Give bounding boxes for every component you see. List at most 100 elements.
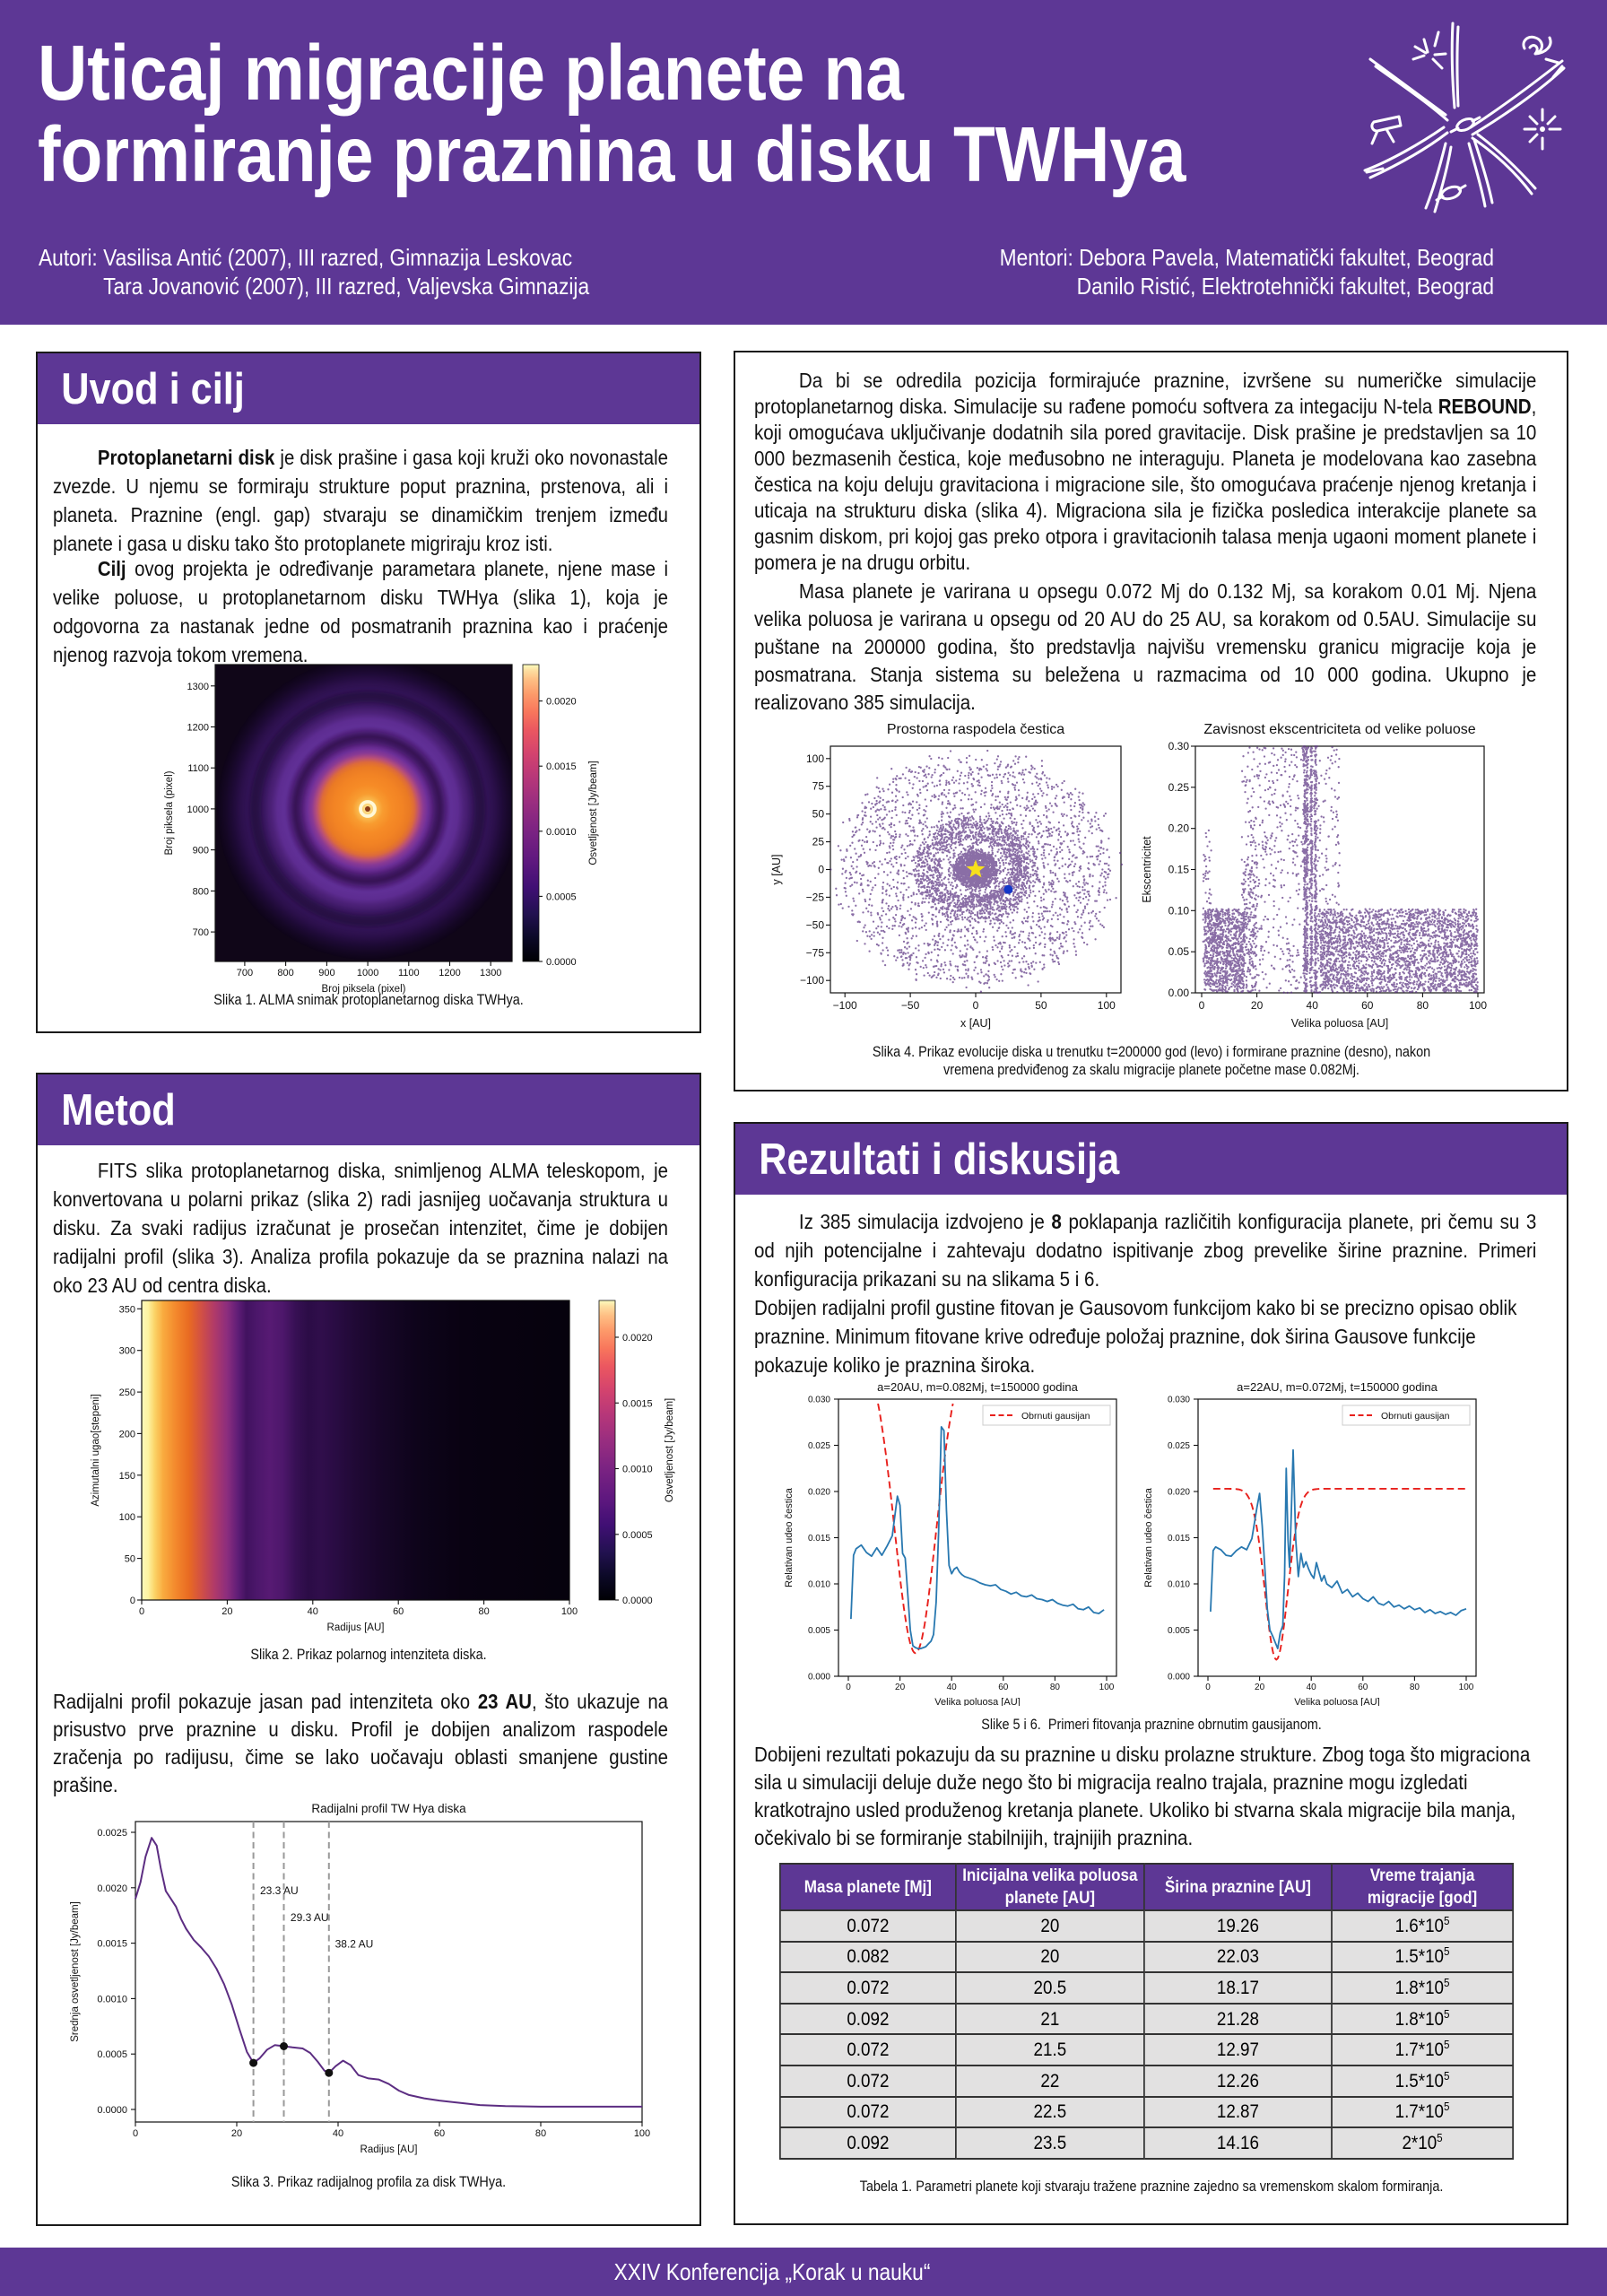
svg-text:Relativan udeo čestica: Relativan udeo čestica (784, 1487, 795, 1587)
svg-text:0.0015: 0.0015 (546, 761, 577, 772)
svg-text:a=20AU, m=0.082Mj, t=150000 go: a=20AU, m=0.082Mj, t=150000 godina (877, 1380, 1078, 1394)
svg-text:20: 20 (1255, 1683, 1265, 1692)
svg-text:1300: 1300 (187, 682, 209, 692)
svg-text:1000: 1000 (187, 804, 209, 815)
svg-text:0.010: 0.010 (1168, 1580, 1190, 1590)
svg-text:Velika poluosa [AU]: Velika poluosa [AU] (1294, 1697, 1379, 1706)
svg-text:700: 700 (237, 968, 253, 978)
svg-text:0.20: 0.20 (1168, 822, 1190, 835)
svg-text:0.0005: 0.0005 (546, 891, 577, 902)
svg-text:0.0000: 0.0000 (546, 957, 577, 968)
svg-text:−25: −25 (806, 891, 825, 903)
svg-text:0.0015: 0.0015 (622, 1398, 653, 1409)
svg-text:a=22AU, m=0.072Mj, t=150000 go: a=22AU, m=0.072Mj, t=150000 godina (1237, 1380, 1438, 1394)
svg-text:Radijalni profil TW Hya diska: Radijalni profil TW Hya diska (311, 1802, 466, 1815)
svg-text:Broj piksela (pixel): Broj piksela (pixel) (322, 984, 406, 995)
svg-text:100: 100 (119, 1512, 135, 1523)
svg-text:80: 80 (535, 2128, 546, 2139)
svg-text:0.0000: 0.0000 (97, 2105, 127, 2116)
svg-text:40: 40 (1307, 999, 1319, 1012)
svg-text:80: 80 (478, 1606, 489, 1617)
svg-text:0.00: 0.00 (1168, 987, 1190, 999)
svg-text:Ekscentricitet: Ekscentricitet (1141, 836, 1153, 903)
svg-text:Osvetljenost [Jy/beam]: Osvetljenost [Jy/beam] (588, 761, 599, 865)
svg-text:100: 100 (1469, 999, 1487, 1012)
svg-text:50: 50 (812, 808, 825, 821)
svg-text:Obrnuti gausijan: Obrnuti gausijan (1021, 1411, 1090, 1422)
svg-text:0.15: 0.15 (1168, 864, 1190, 876)
svg-text:0.05: 0.05 (1168, 945, 1190, 958)
svg-text:Radijus [AU]: Radijus [AU] (327, 1622, 385, 1633)
svg-text:0.0010: 0.0010 (622, 1465, 653, 1475)
svg-text:Prostorna raspodela čestica: Prostorna raspodela čestica (887, 722, 1064, 737)
svg-text:0.0010: 0.0010 (546, 827, 577, 838)
svg-text:0.025: 0.025 (1168, 1441, 1190, 1451)
svg-text:0.0005: 0.0005 (622, 1530, 653, 1541)
svg-text:0.010: 0.010 (808, 1580, 830, 1590)
svg-text:0.025: 0.025 (808, 1441, 830, 1451)
svg-text:−50: −50 (806, 918, 825, 931)
svg-text:−100: −100 (800, 974, 824, 987)
svg-text:−100: −100 (833, 999, 857, 1012)
svg-text:60: 60 (434, 2128, 445, 2139)
svg-text:20: 20 (231, 2128, 242, 2139)
svg-text:1300: 1300 (480, 968, 501, 978)
svg-text:60: 60 (1358, 1683, 1368, 1692)
svg-text:0.0020: 0.0020 (546, 697, 577, 708)
svg-text:0.030: 0.030 (1168, 1396, 1190, 1405)
svg-text:1200: 1200 (187, 723, 209, 734)
svg-text:250: 250 (119, 1387, 135, 1398)
svg-text:100: 100 (1098, 999, 1116, 1012)
svg-text:0.0025: 0.0025 (97, 1828, 127, 1839)
svg-text:y [AU]: y [AU] (770, 854, 783, 884)
svg-text:100: 100 (1459, 1683, 1474, 1692)
svg-text:80: 80 (1410, 1683, 1420, 1692)
svg-text:0.0020: 0.0020 (622, 1333, 653, 1344)
svg-text:100: 100 (561, 1606, 578, 1617)
svg-text:38.2 AU: 38.2 AU (335, 1938, 374, 1951)
svg-text:0: 0 (1199, 999, 1205, 1012)
svg-text:0: 0 (139, 1606, 144, 1617)
svg-text:0: 0 (133, 2128, 138, 2139)
svg-text:0: 0 (973, 999, 979, 1012)
svg-text:23.3 AU: 23.3 AU (260, 1884, 299, 1897)
svg-text:25: 25 (812, 836, 825, 848)
svg-text:−50: −50 (901, 999, 920, 1012)
svg-text:0.015: 0.015 (808, 1534, 830, 1544)
svg-text:0: 0 (130, 1596, 135, 1606)
svg-text:40: 40 (333, 2128, 343, 2139)
svg-text:20: 20 (895, 1683, 906, 1692)
svg-text:Zavisnost ekscentriciteta od v: Zavisnost ekscentriciteta od velike polu… (1203, 722, 1475, 737)
svg-text:50: 50 (125, 1554, 135, 1565)
svg-text:80: 80 (1050, 1683, 1061, 1692)
svg-text:0.0015: 0.0015 (97, 1939, 127, 1950)
svg-text:800: 800 (277, 968, 293, 978)
svg-text:800: 800 (193, 886, 209, 897)
svg-text:200: 200 (119, 1429, 135, 1439)
svg-text:1100: 1100 (398, 968, 420, 978)
svg-text:Velika poluosa [AU]: Velika poluosa [AU] (1291, 1017, 1388, 1030)
svg-text:75: 75 (812, 780, 825, 793)
svg-text:1200: 1200 (439, 968, 460, 978)
svg-text:Srednja osvetljenost [Jy/beam]: Srednja osvetljenost [Jy/beam] (70, 1901, 81, 2042)
svg-text:Velika poluosa [AU]: Velika poluosa [AU] (934, 1697, 1020, 1706)
svg-text:29.3 AU: 29.3 AU (291, 1911, 329, 1924)
svg-text:x [AU]: x [AU] (960, 1017, 991, 1030)
svg-text:0.005: 0.005 (808, 1626, 830, 1636)
svg-text:−75: −75 (806, 946, 825, 959)
svg-text:0.005: 0.005 (1168, 1626, 1190, 1636)
svg-text:0: 0 (818, 864, 824, 876)
svg-text:100: 100 (1099, 1683, 1115, 1692)
svg-text:Osvetljenost [Jy/beam]: Osvetljenost [Jy/beam] (665, 1398, 675, 1502)
svg-text:1000: 1000 (357, 968, 378, 978)
svg-text:Broj piksela (pixel): Broj piksela (pixel) (164, 770, 175, 855)
svg-text:0.0005: 0.0005 (97, 2049, 127, 2060)
svg-text:50: 50 (1035, 999, 1047, 1012)
svg-text:1100: 1100 (187, 763, 209, 774)
svg-text:0.020: 0.020 (808, 1488, 830, 1498)
svg-text:0.000: 0.000 (808, 1673, 830, 1683)
svg-text:Radijus [AU]: Radijus [AU] (360, 2144, 418, 2155)
svg-text:0.0000: 0.0000 (622, 1596, 653, 1606)
svg-text:900: 900 (193, 846, 209, 857)
svg-text:20: 20 (222, 1606, 232, 1617)
